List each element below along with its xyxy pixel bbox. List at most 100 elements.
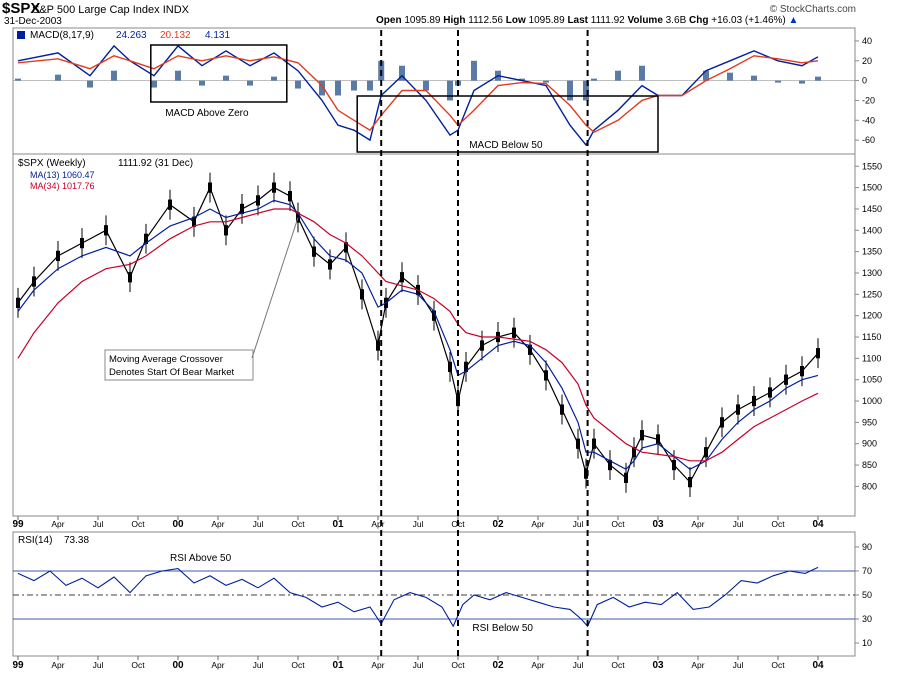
macd-legend-name: MACD(8,17,9) (30, 30, 94, 41)
macd-histogram-bar (247, 80, 253, 86)
x-tick-label: 01 (332, 660, 344, 671)
x-tick-label: Oct (131, 660, 145, 670)
macd-histogram-bar (351, 80, 357, 91)
macd-ytick-label: -40 (862, 115, 875, 125)
macd-panel-frame (12, 27, 856, 155)
x-tick-label: 04 (812, 519, 824, 530)
rsi-ytick-label: 70 (862, 566, 872, 576)
macd-histogram-bar (775, 80, 781, 83)
x-tick-label: Jul (93, 660, 104, 670)
macd-histogram-bar (447, 80, 453, 101)
price-legend-name: $SPX (Weekly) (18, 158, 86, 169)
x-tick-label: 99 (12, 660, 24, 671)
macd-histogram-bar (519, 78, 525, 81)
series-line-ma-13- (17, 199, 819, 471)
macd-legend-signal: 20.132 (160, 30, 191, 41)
macd-histogram-bar (223, 75, 229, 81)
rsi-panel-frame (12, 531, 856, 657)
x-tick-label: Oct (291, 660, 305, 670)
macd-histogram-bar (15, 78, 21, 81)
macd-histogram-bar (703, 70, 709, 81)
annotation-crossover-line1: Moving Average Crossover (109, 354, 223, 365)
x-tick-label: 04 (812, 660, 824, 671)
price-ytick-label: 1550 (862, 161, 882, 171)
macd-histogram-bar (55, 74, 61, 81)
x-tick-label: Oct (611, 660, 625, 670)
watermark: © StockCharts.com (769, 4, 856, 15)
rsi-legend-value: 73.38 (64, 535, 89, 546)
macd-above-zero-box (150, 44, 288, 103)
price-ytick-label: 1100 (862, 353, 881, 363)
macd-histogram-bar (423, 80, 429, 91)
macd-histogram-bar (583, 80, 589, 101)
rsi-ytick-label: 10 (862, 638, 872, 648)
price-ytick-label: 1050 (862, 375, 882, 385)
macd-histogram-bar (199, 80, 205, 86)
macd-histogram-bar (367, 80, 373, 91)
macd-histogram-bar (335, 80, 341, 96)
macd-legend-histogram: 4.131 (205, 30, 230, 41)
rsi-ytick-label: 90 (862, 542, 872, 552)
annotation-rsi-above-50: RSI Above 50 (170, 553, 232, 564)
x-tick-label: Apr (371, 660, 384, 670)
x-tick-label: Jul (733, 519, 744, 529)
rsi-ytick-label: 50 (862, 590, 872, 600)
price-ytick-label: 1300 (862, 268, 882, 278)
x-tick-label: 03 (652, 519, 664, 530)
macd-histogram-bar (799, 80, 805, 84)
x-tick-label: Oct (771, 519, 785, 529)
chart-title-name: S&P 500 Large Cap Index INDX (32, 4, 189, 16)
macd-legend-swatch (17, 31, 25, 39)
x-tick-label: 02 (492, 519, 504, 530)
x-tick-label: Jul (253, 519, 264, 529)
price-ytick-label: 900 (862, 439, 877, 449)
x-tick-label: Oct (131, 519, 145, 529)
price-ytick-label: 1450 (862, 204, 882, 214)
macd-ytick-label: -60 (862, 135, 875, 145)
macd-ytick-label: 0 (862, 76, 867, 86)
x-tick-label: 02 (492, 660, 504, 671)
x-tick-label: Apr (51, 660, 64, 670)
macd-histogram-bar (543, 80, 549, 83)
macd-histogram-bar (639, 65, 645, 81)
macd-histogram-bar (399, 65, 405, 81)
x-tick-label: Apr (691, 519, 704, 529)
series-line-ma-34- (17, 208, 819, 462)
series-line-price (17, 186, 819, 484)
x-tick-label: Jul (573, 660, 584, 670)
macd-histogram-bar (615, 70, 621, 81)
macd-histogram-bar (151, 80, 157, 88)
macd-legend-value: 24.263 (116, 30, 147, 41)
price-ytick-label: 1000 (862, 396, 882, 406)
x-tick-label: Oct (611, 519, 625, 529)
annotation-macd-below-50: MACD Below 50 (469, 140, 543, 151)
x-tick-label: Oct (771, 660, 785, 670)
macd-histogram-bar (87, 80, 93, 88)
price-ytick-label: 1350 (862, 247, 882, 257)
macd-ytick-label: 40 (862, 36, 872, 46)
price-ytick-label: 850 (862, 460, 877, 470)
macd-histogram-bar (175, 70, 181, 81)
price-ytick-label: 950 (862, 417, 877, 427)
price-ytick-label: 800 (862, 481, 877, 491)
price-legend-ma13: MA(13) 1060.47 (30, 170, 95, 180)
chart-date: 31-Dec-2003 (4, 16, 62, 27)
macd-histogram-bar (295, 80, 301, 89)
x-tick-label: Apr (371, 519, 384, 529)
x-tick-label: Oct (451, 660, 465, 670)
rsi-legend-name: RSI(14) (18, 535, 52, 546)
x-tick-label: Apr (211, 519, 224, 529)
price-legend-last: 1111.92 (31 Dec) (118, 158, 193, 169)
price-ytick-label: 1150 (862, 332, 881, 342)
x-tick-label: Oct (291, 519, 305, 529)
x-tick-label: 00 (172, 660, 184, 671)
x-tick-label: Jul (93, 519, 104, 529)
macd-ytick-label: 20 (862, 56, 872, 66)
x-tick-label: Apr (531, 660, 544, 670)
x-tick-label: Jul (573, 519, 584, 529)
x-tick-label: Apr (51, 519, 64, 529)
x-tick-label: 99 (12, 519, 24, 530)
price-ytick-label: 1200 (862, 311, 882, 321)
x-tick-label: Apr (211, 660, 224, 670)
